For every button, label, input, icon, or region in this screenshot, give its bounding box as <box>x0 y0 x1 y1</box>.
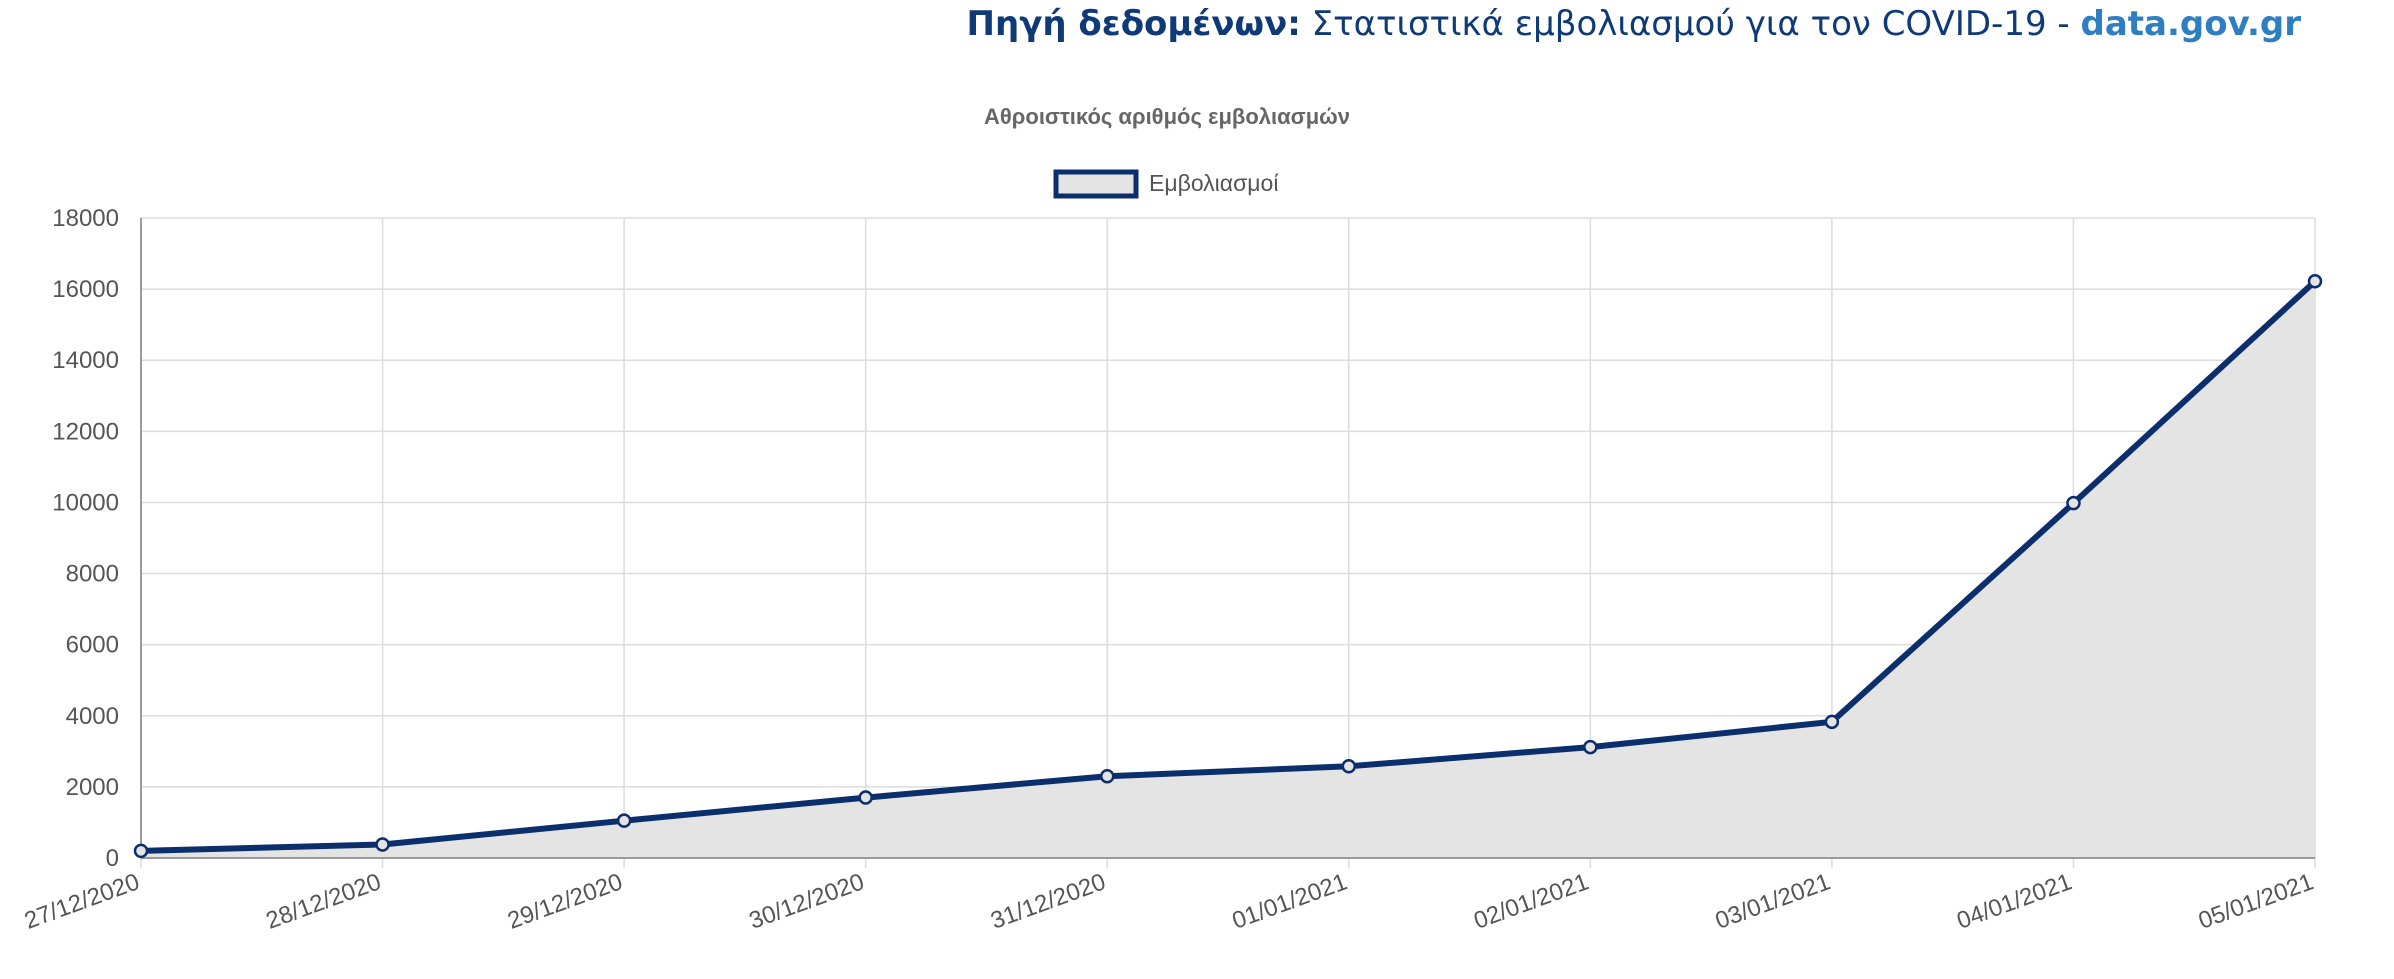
series-area-fill <box>141 281 2315 858</box>
data-point[interactable] <box>858 790 873 805</box>
legend-swatch <box>1053 169 1139 199</box>
data-point[interactable] <box>375 837 390 852</box>
chart-title: Αθροιστικός αριθμός εμβολιασμών <box>984 104 1350 129</box>
y-tick-label: 8000 <box>66 561 119 588</box>
data-point[interactable] <box>1341 759 1357 774</box>
y-tick-label: 2000 <box>66 774 119 801</box>
y-tick-label: 6000 <box>66 632 119 659</box>
data-point[interactable] <box>2307 274 2323 289</box>
data-points <box>133 274 2323 859</box>
data-point[interactable] <box>1824 714 1840 730</box>
data-point[interactable] <box>133 843 149 859</box>
y-tick-label: 4000 <box>66 703 119 730</box>
data-point[interactable] <box>1099 768 1115 784</box>
y-tick-label: 14000 <box>52 347 119 374</box>
data-point[interactable] <box>2066 495 2081 511</box>
axes <box>140 218 2315 859</box>
area-fill-layer <box>141 281 2315 858</box>
y-tick-label: 10000 <box>52 489 119 516</box>
data-point[interactable] <box>616 813 632 828</box>
x-tick-label: 04/01/2021 <box>1953 868 2075 934</box>
y-tick-label: 16000 <box>52 276 119 303</box>
x-axis-ticks: 27/12/2020 28/12/2020 29/12/2020 30/12/2020… <box>21 868 2317 934</box>
data-source-link[interactable]: data.gov.gr <box>2080 4 2301 44</box>
x-tick-label: 31/12/2020 <box>987 868 1109 934</box>
x-tick-label: 05/01/2021 <box>2195 868 2317 934</box>
x-tick-label: 29/12/2020 <box>504 868 626 934</box>
data-source-line: Πηγή δεδομένων: Στατιστικά εμβολιασμού γ… <box>967 0 2301 48</box>
legend-label: Εμβολιασμοί <box>1149 170 1278 196</box>
y-axis-ticks: 0 2000 4000 6000 8000 10000 12000 14000 16000 180… <box>52 205 119 872</box>
series-line <box>138 278 2318 854</box>
data-point[interactable] <box>1583 739 1598 755</box>
x-tick-label: 02/01/2021 <box>1470 868 1592 934</box>
x-tick-label: 01/01/2021 <box>1229 868 1351 934</box>
data-source-text: Στατιστικά εμβολιασμού για τον COVID-19 … <box>1311 4 2070 44</box>
x-tick-label: 30/12/2020 <box>746 868 868 934</box>
series-line-layer <box>138 278 2318 854</box>
x-tick-label: 28/12/2020 <box>262 868 384 934</box>
chart-legend[interactable]: Εμβολιασμοί <box>1053 169 1278 199</box>
y-tick-label: 0 <box>106 845 119 872</box>
x-tick-label: 03/01/2021 <box>1712 868 1834 934</box>
y-tick-label: 12000 <box>52 418 119 445</box>
y-tick-label: 18000 <box>52 205 119 232</box>
x-tick-label: 27/12/2020 <box>21 868 143 934</box>
data-source-label: Πηγή δεδομένων: <box>966 4 1301 44</box>
